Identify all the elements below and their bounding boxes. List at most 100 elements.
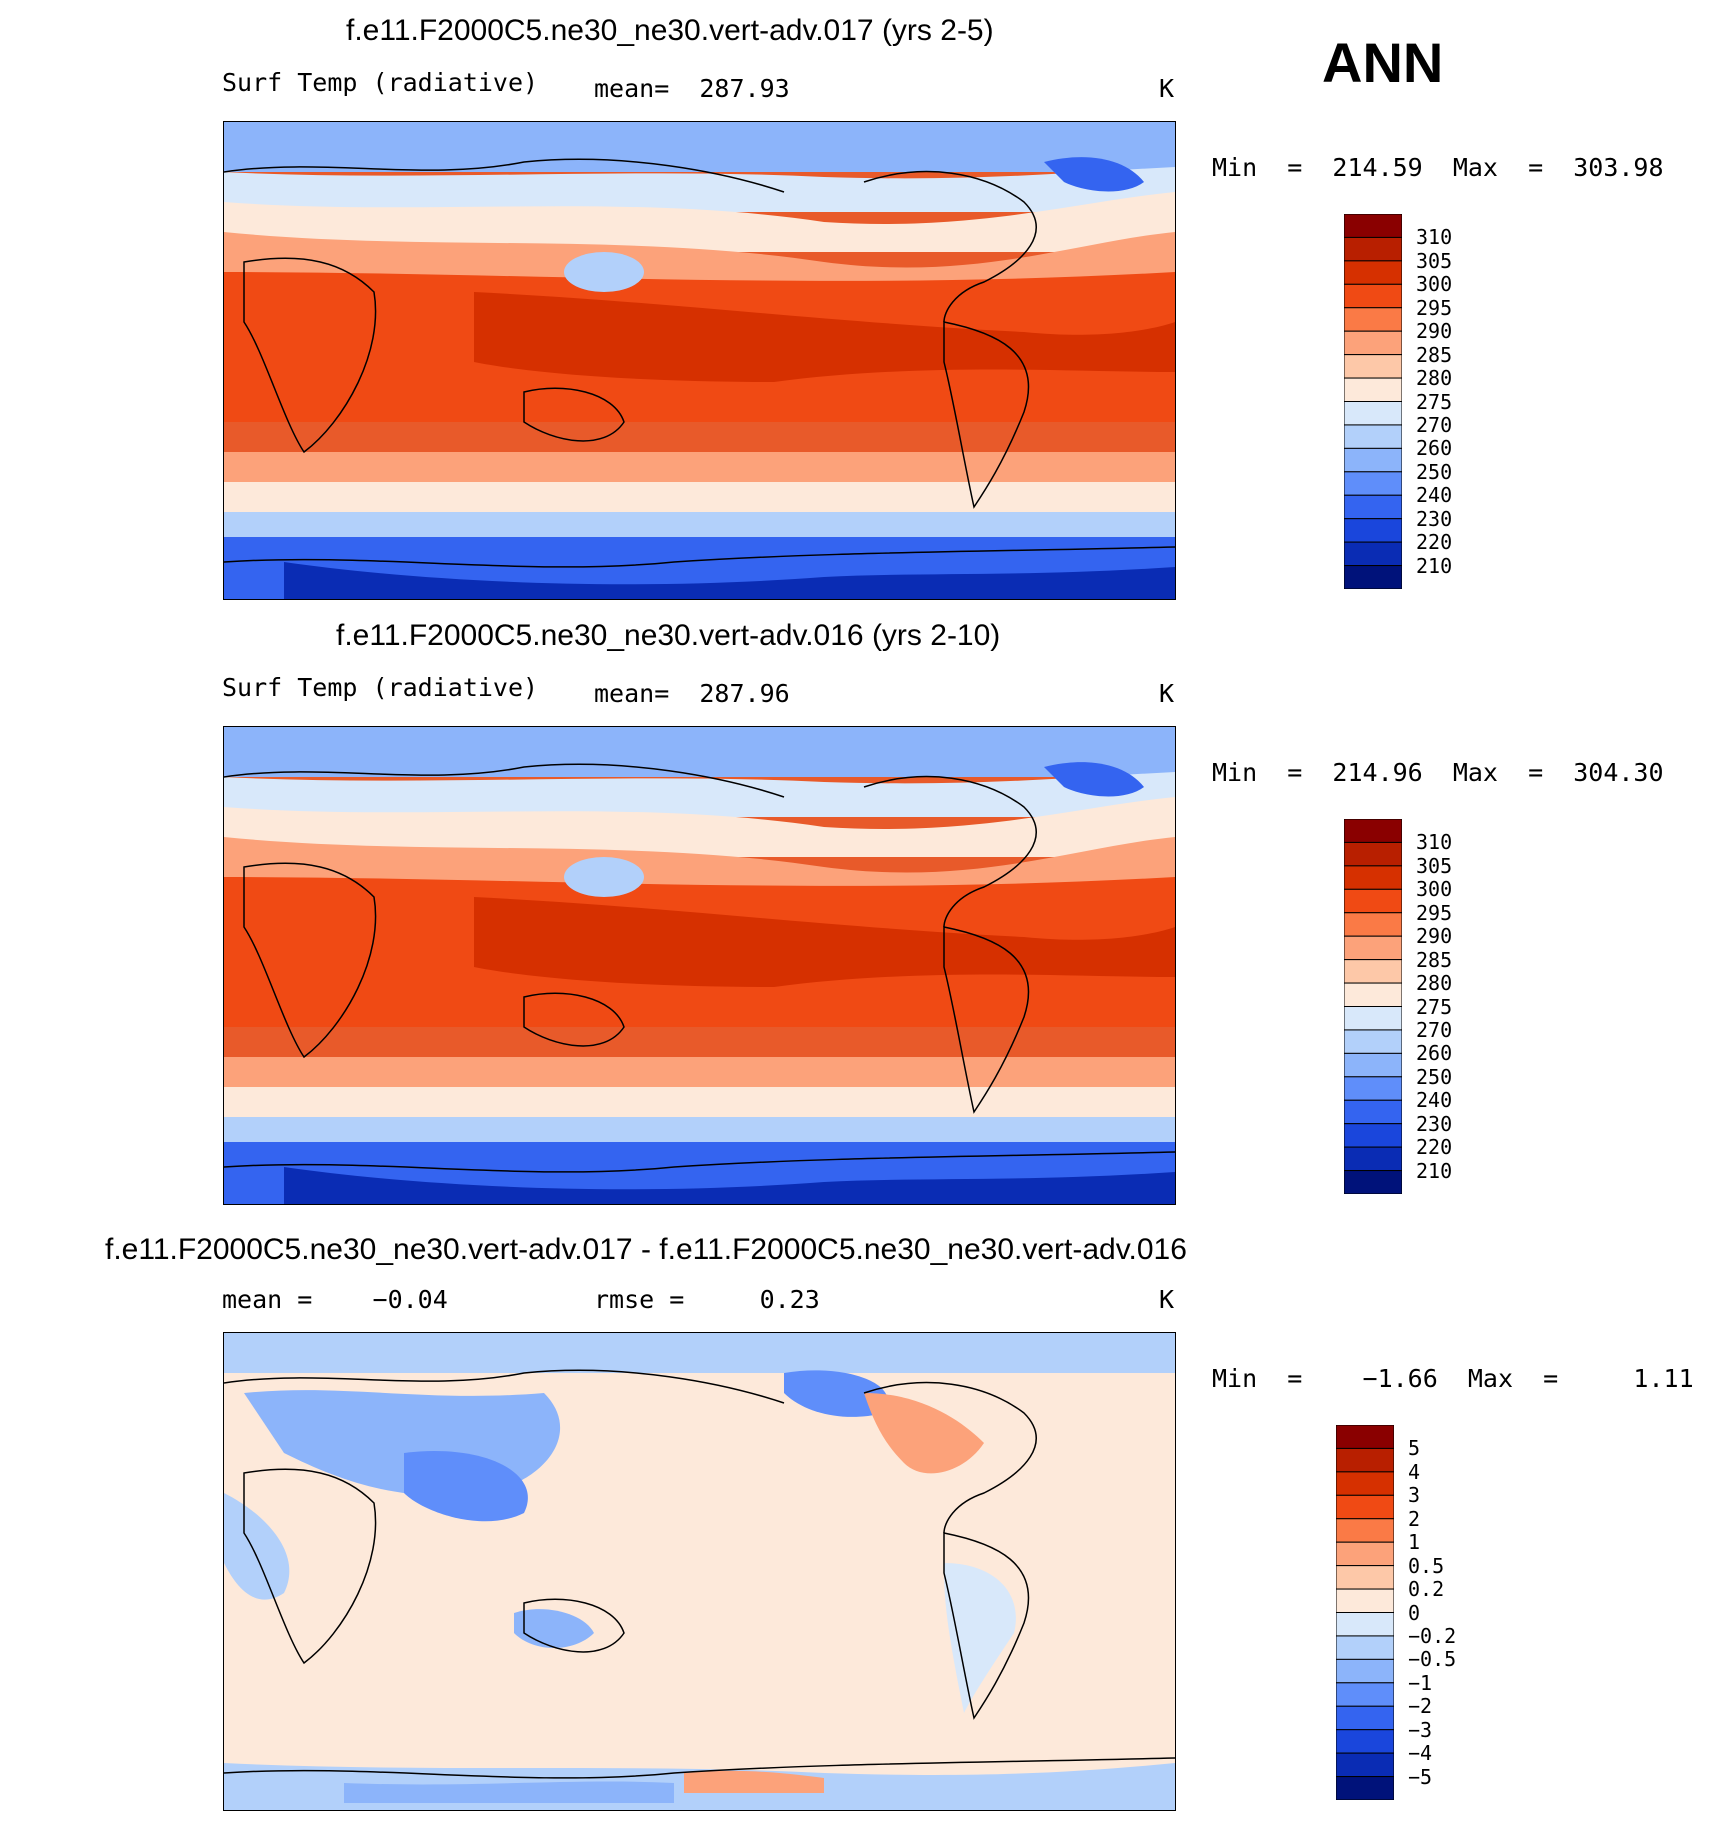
colorbar-swatch [1335, 1705, 1395, 1731]
colorbar-swatch [1343, 1146, 1403, 1172]
colorbar-swatch [1343, 1099, 1403, 1125]
panel-1-temperature-field [224, 122, 1175, 599]
colorbar-swatch [1335, 1658, 1395, 1684]
colorbar-swatch [1343, 1052, 1403, 1078]
colorbar-swatch [1343, 283, 1403, 309]
colorbar-tick-label: −0.2 [1408, 1623, 1457, 1648]
panel-1-minmax: Min = 214.59 Max = 303.98 [1212, 153, 1664, 182]
panel-3-title: f.e11.F2000C5.ne30_ne30.vert-adv.017 - f… [105, 1233, 1187, 1266]
colorbar-tick-label: 300 [1416, 272, 1453, 297]
colorbar-swatch [1335, 1682, 1395, 1707]
colorbar-tick-label: 275 [1416, 389, 1453, 414]
colorbar-swatch [1335, 1776, 1395, 1801]
colorbar-tick-label: 305 [1416, 248, 1453, 273]
colorbar-swatch [1343, 401, 1403, 426]
colorbar-tick-label: 2 [1408, 1506, 1421, 1531]
colorbar-swatch [1335, 1612, 1395, 1637]
colorbar-swatch [1343, 1170, 1403, 1195]
colorbar-swatch [1343, 1123, 1403, 1148]
panel-3-map [223, 1332, 1176, 1811]
panel-2-temperature-field [224, 727, 1175, 1204]
colorbar-tick-label: 250 [1416, 459, 1453, 484]
colorbar-tick-label: −3 [1408, 1717, 1433, 1742]
colorbar-swatch [1343, 935, 1403, 961]
colorbar-swatch [1343, 888, 1403, 914]
colorbar-tick-label: −2 [1408, 1694, 1433, 1719]
colorbar-swatch [1343, 841, 1403, 867]
colorbar-tick-label: 210 [1416, 553, 1453, 578]
colorbar-tick-label: 3 [1408, 1483, 1421, 1508]
colorbar-tick-label: −1 [1408, 1670, 1433, 1695]
colorbar-swatch [1343, 236, 1403, 262]
colorbar-tick-label: 290 [1416, 924, 1453, 949]
colorbar-swatch [1343, 377, 1403, 402]
colorbar-swatch [1335, 1447, 1395, 1473]
colorbar-tick-label: 0.5 [1408, 1553, 1445, 1578]
panel-3-minmax: Min = −1.66 Max = 1.11 [1212, 1364, 1694, 1393]
colorbar-tick-label: 295 [1416, 295, 1453, 320]
colorbar-tick-label: 300 [1416, 877, 1453, 902]
colorbar-tick-label: 1 [1408, 1530, 1421, 1555]
colorbar-tick-label: 220 [1416, 530, 1453, 555]
colorbar-swatch [1343, 260, 1403, 285]
panel-3-colorbar [1335, 1424, 1395, 1805]
colorbar-tick-label: 5 [1408, 1436, 1421, 1461]
panel-2-mean: mean= 287.96 [594, 679, 790, 708]
colorbar-tick-label: 210 [1416, 1158, 1453, 1183]
colorbar-tick-label: 4 [1408, 1459, 1421, 1484]
colorbar-tick-label: 310 [1416, 830, 1453, 855]
colorbar-swatch [1343, 307, 1403, 332]
colorbar-tick-label: 295 [1416, 900, 1453, 925]
colorbar-tick-label: 250 [1416, 1064, 1453, 1089]
colorbar-tick-label: 260 [1416, 436, 1453, 461]
colorbar-tick-label: 310 [1416, 225, 1453, 250]
colorbar-tick-label: 285 [1416, 342, 1453, 367]
colorbar-swatch [1335, 1424, 1395, 1449]
colorbar-swatch [1335, 1471, 1395, 1496]
colorbar-swatch [1343, 982, 1403, 1007]
panel-1-units: K [1159, 74, 1175, 103]
panel-3-mean: mean = −0.04 [222, 1285, 448, 1314]
colorbar-tick-label: 0 [1408, 1600, 1421, 1625]
colorbar-tick-label: 220 [1416, 1135, 1453, 1160]
panel-2-title: f.e11.F2000C5.ne30_ne30.vert-adv.016 (yr… [336, 619, 1001, 652]
panel-2-units: K [1159, 679, 1175, 708]
colorbar-tick-label: 0.2 [1408, 1577, 1445, 1602]
colorbar-tick-label: 270 [1416, 412, 1453, 437]
colorbar-tick-label: 305 [1416, 853, 1453, 878]
colorbar-swatch [1335, 1518, 1395, 1543]
colorbar-tick-label: 270 [1416, 1017, 1453, 1042]
colorbar-tick-label: 240 [1416, 483, 1453, 508]
panel-3-units: K [1159, 1285, 1175, 1314]
colorbar-swatch [1343, 818, 1403, 843]
panel-2-variable-label: Surf Temp (radiative) [222, 673, 539, 702]
panel-2-map [223, 726, 1176, 1205]
panel-2-colorbar [1343, 818, 1403, 1199]
colorbar-swatch [1343, 1029, 1403, 1054]
colorbar-swatch [1343, 1006, 1403, 1031]
colorbar-tick-label: 275 [1416, 994, 1453, 1019]
panel-3-colorbar-swatches [1335, 1424, 1395, 1801]
panel-1-variable-label: Surf Temp (radiative) [222, 68, 539, 97]
colorbar-swatch [1343, 354, 1403, 379]
colorbar-swatch [1343, 959, 1403, 984]
colorbar-tick-label: −4 [1408, 1741, 1433, 1766]
panel-3-difference-field [224, 1333, 1175, 1810]
colorbar-swatch [1335, 1494, 1395, 1520]
colorbar-swatch [1343, 494, 1403, 520]
panel-1-title: f.e11.F2000C5.ne30_ne30.vert-adv.017 (yr… [346, 14, 994, 47]
colorbar-tick-label: 285 [1416, 947, 1453, 972]
colorbar-swatch [1335, 1635, 1395, 1660]
colorbar-tick-label: 230 [1416, 1111, 1453, 1136]
panel-2-colorbar-swatches [1343, 818, 1403, 1195]
colorbar-swatch [1343, 447, 1403, 473]
colorbar-swatch [1343, 424, 1403, 449]
colorbar-swatch [1343, 330, 1403, 356]
colorbar-swatch [1335, 1588, 1395, 1613]
colorbar-swatch [1343, 213, 1403, 238]
colorbar-tick-label: 280 [1416, 366, 1453, 391]
colorbar-swatch [1343, 1076, 1403, 1101]
colorbar-swatch [1335, 1729, 1395, 1754]
panel-2-minmax: Min = 214.96 Max = 304.30 [1212, 758, 1664, 787]
